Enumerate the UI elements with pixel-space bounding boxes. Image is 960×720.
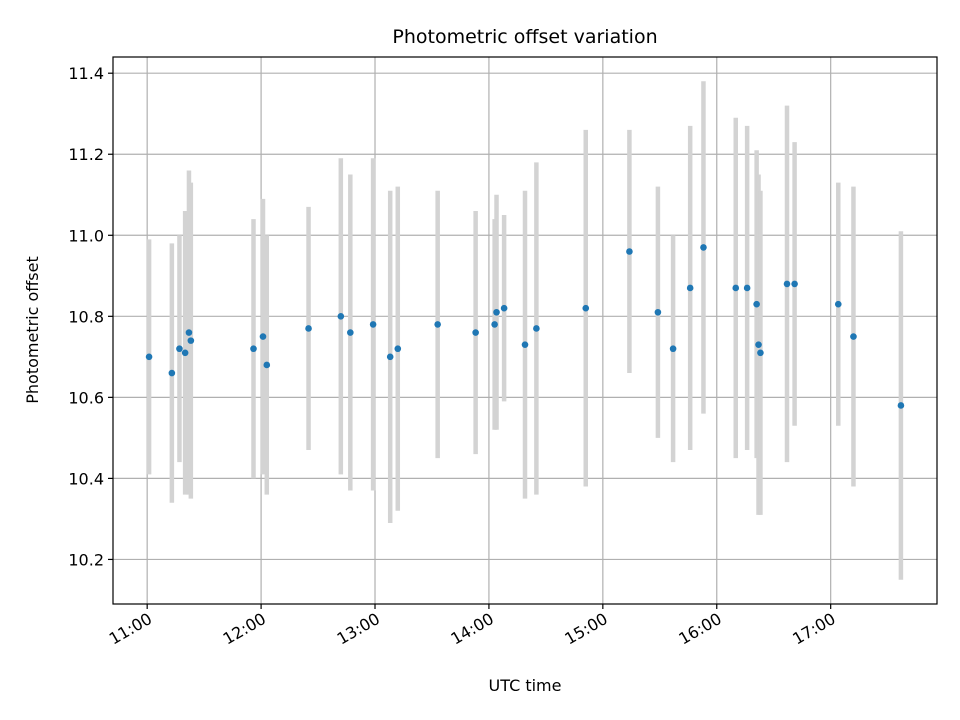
y-tick-label: 10.2 [68, 550, 104, 569]
data-point [755, 341, 762, 348]
y-tick-label: 10.8 [68, 307, 104, 326]
data-point [732, 284, 740, 292]
data-point [743, 284, 751, 292]
data-point [757, 349, 764, 357]
data-point [187, 337, 195, 344]
data-point [521, 341, 529, 348]
y-tick-label: 11.0 [68, 226, 104, 245]
data-point [250, 345, 257, 353]
data-point [369, 321, 377, 328]
chart-title: Photometric offset variation [392, 26, 657, 48]
data-point [582, 304, 590, 312]
data-point [176, 345, 183, 353]
data-point [491, 321, 498, 328]
data-point [394, 345, 402, 353]
y-tick-label: 10.6 [68, 388, 104, 407]
data-point [783, 280, 791, 288]
data-point [753, 300, 760, 308]
point-layer [145, 244, 905, 409]
plot-frame [112, 56, 938, 605]
data-point [386, 353, 394, 361]
data-point [472, 329, 479, 336]
data-point [347, 329, 354, 336]
data-point [434, 321, 441, 328]
y-axis-label: Photometric offset [23, 256, 42, 404]
data-point [700, 244, 707, 251]
data-point [337, 313, 345, 320]
data-point [185, 329, 193, 336]
data-point [500, 304, 508, 312]
data-point [654, 308, 662, 316]
data-point [669, 345, 677, 353]
data-point [626, 248, 633, 255]
data-point [897, 402, 905, 409]
data-point [259, 333, 267, 340]
data-point [686, 284, 694, 292]
data-point [305, 325, 312, 332]
y-axis-ticks: 10.2 10.4 10.6 10.8 11.0 11.2 11.4 [68, 64, 113, 569]
data-point [834, 300, 842, 308]
data-point [533, 325, 540, 332]
data-point [791, 280, 798, 288]
data-point [181, 349, 189, 357]
data-point [145, 353, 153, 361]
data-point [493, 308, 500, 316]
y-tick-label: 10.4 [68, 469, 104, 488]
y-tick-label: 11.2 [68, 145, 104, 164]
y-tick-label: 11.4 [68, 64, 104, 83]
data-point [263, 361, 271, 369]
data-point [850, 333, 857, 340]
data-point [168, 369, 176, 377]
x-axis-label: UTC time [489, 676, 562, 695]
